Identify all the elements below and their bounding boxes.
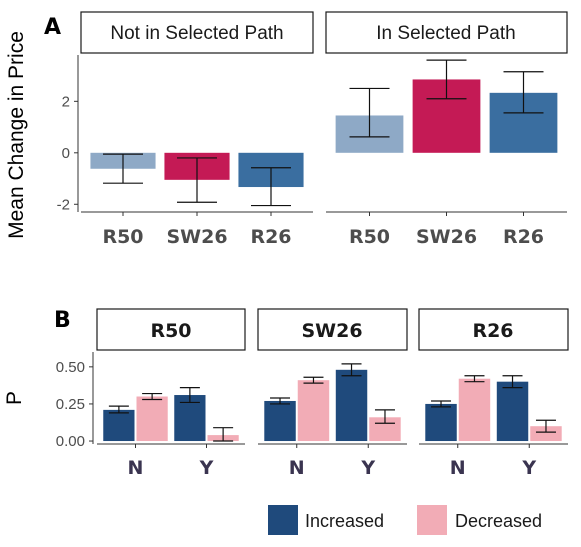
- strip-label-not-in-selected-path: Not in Selected Path: [110, 23, 283, 44]
- strip-r50: [96, 308, 246, 351]
- bar-decreased-n: [136, 396, 168, 442]
- x-tick-label-y: Y: [521, 457, 536, 479]
- panel-a-y-label: Mean Change in Price: [5, 31, 28, 239]
- strip-in-selected-path: [325, 11, 568, 54]
- panel-letter-b: B: [54, 308, 71, 333]
- x-tick-label-r26: R26: [503, 226, 544, 248]
- bar-increased-n: [425, 403, 457, 442]
- x-tick-label-r26: R26: [250, 226, 291, 248]
- legend-label-increased: Increased: [305, 511, 384, 531]
- strip-sw26: [257, 308, 408, 351]
- bar-increased-n: [103, 409, 135, 442]
- panel-b-y-label: P: [3, 391, 26, 405]
- x-tick-label-r50: R50: [349, 226, 390, 248]
- legend-label-decreased: Decreased: [455, 511, 542, 531]
- x-tick-label-n: N: [289, 457, 305, 479]
- strip-label-r26: R26: [472, 320, 513, 342]
- legend-swatch-increased: [268, 505, 298, 535]
- bar-decreased-n: [297, 380, 330, 442]
- x-tick-label-sw26: SW26: [166, 226, 227, 248]
- x-tick-label-r50: R50: [102, 226, 143, 248]
- x-tick-label-n: N: [128, 457, 144, 479]
- bar-decreased-y: [530, 426, 562, 442]
- panel-a-y-axis: -2 0 2: [57, 55, 79, 213]
- panel-a: A Mean Change in Price Not in Selected P…: [5, 11, 568, 248]
- bar-increased-n: [264, 400, 296, 442]
- panel-a-y-tick-label: 2: [62, 93, 70, 110]
- strip-label-r50: R50: [150, 320, 191, 342]
- bar-decreased-n: [458, 378, 491, 442]
- legend: Increased Decreased: [268, 505, 542, 535]
- panel-b-y-tick-label: 0.00: [56, 433, 85, 450]
- panel-b-y-axis: 0.00 0.25 0.50: [56, 352, 94, 450]
- x-tick-label-y: Y: [199, 457, 214, 479]
- legend-swatch-decreased: [417, 505, 447, 535]
- panel-b-y-tick-label: 0.25: [56, 396, 85, 413]
- panel-a-y-tick-label: 0: [62, 145, 70, 162]
- strip-label-in-selected-path: In Selected Path: [376, 23, 515, 44]
- panel-a-y-tick-label: -2: [57, 196, 70, 213]
- panel-b-y-tick-label: 0.50: [56, 359, 85, 376]
- strip-r26: [418, 308, 569, 351]
- panel-letter-a: A: [44, 15, 61, 40]
- strip-not-in-selected-path: [80, 11, 314, 54]
- strip-label-sw26: SW26: [301, 320, 362, 342]
- x-tick-label-y: Y: [360, 457, 375, 479]
- facet-in-selected-path: R50 SW26 R26: [326, 59, 567, 248]
- bar-increased-y: [335, 369, 368, 442]
- x-tick-label-n: N: [450, 457, 466, 479]
- bar-increased-y: [496, 381, 529, 442]
- facet-not-in-selected-path: R50 SW26 R26: [81, 152, 313, 248]
- x-tick-label-sw26: SW26: [416, 226, 477, 248]
